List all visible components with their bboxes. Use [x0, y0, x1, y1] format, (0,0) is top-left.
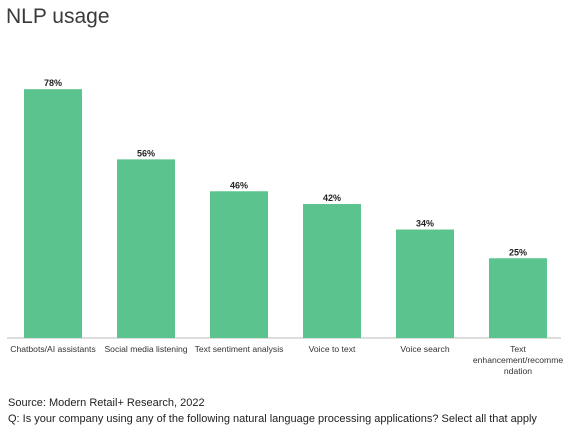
source-note: Source: Modern Retail+ Research, 2022	[8, 397, 205, 409]
bar-3	[210, 191, 268, 338]
bar-value-label: 42%	[323, 193, 341, 203]
x-tick-label: Text sentiment analysis	[195, 344, 284, 354]
bar-4	[303, 204, 361, 338]
x-tick-label-line: Social media listening	[104, 344, 187, 354]
x-tick-label: Text enhancement/recomme ndation	[473, 344, 564, 376]
bar-6	[489, 258, 547, 338]
bar-5	[396, 229, 454, 338]
x-tick-label-line: Voice to text	[309, 344, 356, 354]
x-tick-label-line: Chatbots/AI assistants	[10, 344, 96, 354]
x-tick-label-line: Text	[510, 344, 526, 354]
x-tick-label-line: ndation	[504, 366, 532, 376]
bar-value-label: 46%	[230, 180, 248, 190]
x-tick-label-line: enhancement/recomme	[473, 355, 564, 365]
x-tick-label-line: Voice search	[400, 344, 449, 354]
x-tick-label: Voice search	[400, 344, 449, 354]
bar-value-label: 78%	[44, 78, 62, 88]
bar-1	[24, 89, 82, 339]
x-tick-label: Social media listening	[104, 344, 187, 354]
survey-question: Q: Is your company using any of the foll…	[8, 413, 537, 425]
bar-value-label: 34%	[416, 219, 434, 229]
bar-2	[117, 159, 175, 338]
bar-value-label: 25%	[509, 247, 527, 257]
x-tick-label-line: Text sentiment analysis	[195, 344, 284, 354]
x-tick-label: Chatbots/AI assistants	[10, 344, 96, 354]
bar-value-label: 56%	[137, 148, 155, 158]
x-tick-label: Voice to text	[309, 344, 356, 354]
chart-title: NLP usage	[6, 5, 110, 28]
